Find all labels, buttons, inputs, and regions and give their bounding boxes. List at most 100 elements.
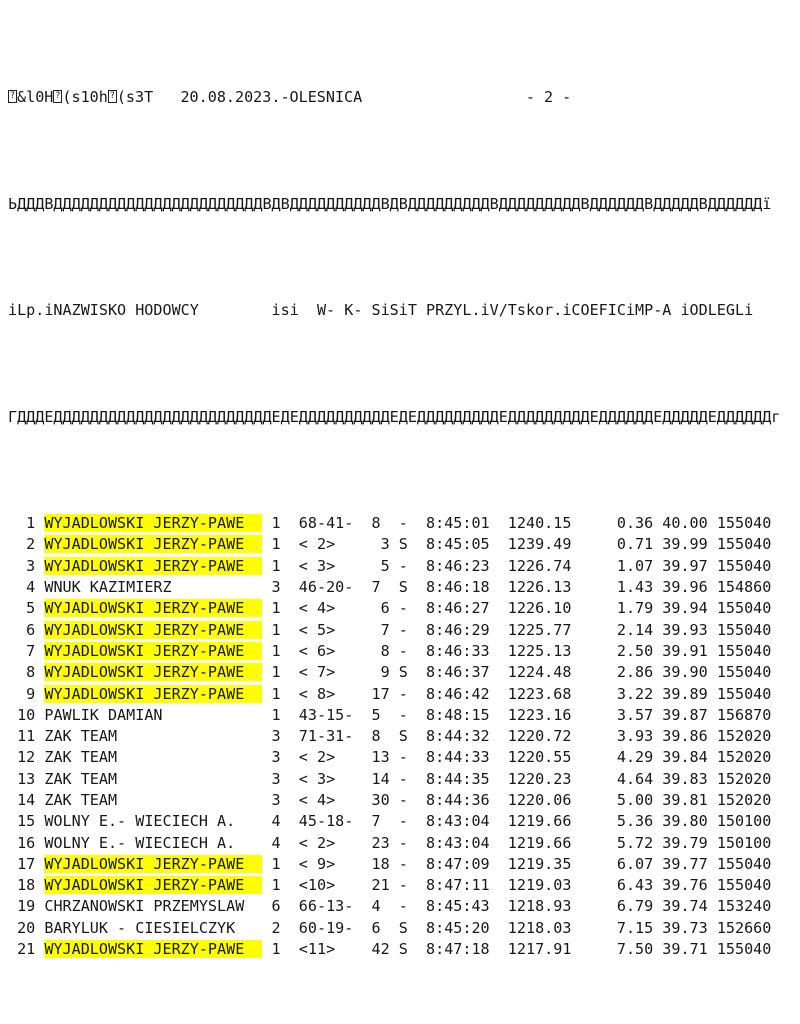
row-breeder-name: WYJADLOWSKI JERZY-PAWE <box>44 854 263 873</box>
row-rank: 20 <box>8 918 45 937</box>
row-stats: 4 45-18- 7 - 8:43:04 1219.66 5.36 39.80 … <box>262 812 772 831</box>
table-row[interactable]: 15 WOLNY E.- WIECIECH A. 4 45-18- 7 - 8:… <box>8 811 780 832</box>
table-body: 1 WYJADLOWSKI JERZY-PAWE 1 68-41- 8 - 8:… <box>8 513 780 960</box>
row-rank: 14 <box>8 790 45 809</box>
table-top-border: ЬДДДВДДДДДДДДДДДДДДДДДДДДДДДВДВДДДДДДДДД… <box>8 194 772 213</box>
row-stats: 6 66-13- 4 - 8:45:43 1218.93 6.79 39.74 … <box>262 897 772 916</box>
table-row[interactable]: 19 CHRZANOWSKI PRZEMYSLAW 6 66-13- 4 - 8… <box>8 896 780 917</box>
row-breeder-name: WOLNY E.- WIECIECH A. <box>44 812 263 831</box>
control-char-icon: ? <box>107 90 117 104</box>
row-stats: 3 < 4> 30 - 8:44:36 1220.06 5.00 39.81 1… <box>262 790 772 809</box>
table-row[interactable]: 4 WNUK KAZIMIERZ 3 46-20- 7 S 8:46:18 12… <box>8 577 780 598</box>
row-breeder-name: WYJADLOWSKI JERZY-PAWE <box>44 641 263 660</box>
row-stats: 3 46-20- 7 S 8:46:18 1226.13 1.43 39.96 … <box>262 578 772 597</box>
table-row[interactable]: 16 WOLNY E.- WIECIECH A. 4 < 2> 23 - 8:4… <box>8 833 780 854</box>
row-rank: 10 <box>8 705 45 724</box>
row-stats: 1 <11> 42 S 8:47:18 1217.91 7.50 39.71 1… <box>262 940 772 959</box>
row-breeder-name: WOLNY E.- WIECIECH A. <box>44 833 263 852</box>
row-breeder-name: ZAK TEAM <box>44 727 263 746</box>
table-header-border: ГДДДЕДДДДДДДДДДДДДДДДДДДДДДДДЕДЕДДДДДДДД… <box>8 407 781 426</box>
row-rank: 6 <box>8 620 45 639</box>
header-line: ? &l0H? (s10h? (s3T 20.08.2023.-OLESNICA - … <box>8 87 780 108</box>
row-stats: 1 < 4> 6 - 8:46:27 1226.10 1.79 39.94 15… <box>262 599 772 618</box>
row-stats: 1 < 3> 5 - 8:46:23 1226.74 1.07 39.97 15… <box>262 556 772 575</box>
row-breeder-name: WYJADLOWSKI JERZY-PAWE <box>44 663 263 682</box>
row-stats: 1 68-41- 8 - 8:45:01 1240.15 0.36 40.00 … <box>262 514 772 533</box>
row-breeder-name: WYJADLOWSKI JERZY-PAWE <box>44 556 263 575</box>
row-breeder-name: CHRZANOWSKI PRZEMYSLAW <box>44 897 263 916</box>
row-breeder-name: PAWLIK DAMIAN <box>44 705 263 724</box>
table-row[interactable]: 2 WYJADLOWSKI JERZY-PAWE 1 < 2> 3 S 8:45… <box>8 534 780 555</box>
row-breeder-name: WNUK KAZIMIERZ <box>44 578 263 597</box>
escape-prefix-2: (s10h <box>62 88 108 107</box>
row-rank: 18 <box>8 876 45 895</box>
header-gap <box>362 88 526 106</box>
table-row[interactable]: 7 WYJADLOWSKI JERZY-PAWE 1 < 6> 8 - 8:46… <box>8 641 780 662</box>
row-rank: 7 <box>8 641 45 660</box>
control-char-icon: ? <box>8 90 18 104</box>
row-stats: 1 < 9> 18 - 8:47:09 1219.35 6.07 39.77 1… <box>262 854 772 873</box>
table-row[interactable]: 14 ZAK TEAM 3 < 4> 30 - 8:44:36 1220.06 … <box>8 790 780 811</box>
row-rank: 16 <box>8 833 45 852</box>
control-char-icon: ? <box>53 90 63 104</box>
row-rank: 19 <box>8 897 45 916</box>
report-location: -OLESNICA <box>280 88 363 107</box>
row-stats: 1 <10> 21 - 8:47:11 1219.03 6.43 39.76 1… <box>262 876 772 895</box>
row-rank: 21 <box>8 940 45 959</box>
table-row[interactable]: 12 ZAK TEAM 3 < 2> 13 - 8:44:33 1220.55 … <box>8 747 780 768</box>
table-row[interactable]: 10 PAWLIK DAMIAN 1 43-15- 5 - 8:48:15 12… <box>8 705 780 726</box>
row-breeder-name: WYJADLOWSKI JERZY-PAWE <box>44 599 263 618</box>
row-rank: 17 <box>8 854 45 873</box>
row-rank: 2 <box>8 535 45 554</box>
row-breeder-name: WYJADLOWSKI JERZY-PAWE <box>44 684 263 703</box>
table-row[interactable]: 17 WYJADLOWSKI JERZY-PAWE 1 < 9> 18 - 8:… <box>8 854 780 875</box>
row-rank: 4 <box>8 578 45 597</box>
row-rank: 15 <box>8 812 45 831</box>
row-stats: 1 < 7> 9 S 8:46:37 1224.48 2.86 39.90 15… <box>262 663 772 682</box>
row-rank: 1 <box>8 514 45 533</box>
row-stats: 1 < 5> 7 - 8:46:29 1225.77 2.14 39.93 15… <box>262 620 772 639</box>
row-stats: 1 < 6> 8 - 8:46:33 1225.13 2.50 39.91 15… <box>262 641 772 660</box>
table-row[interactable]: 18 WYJADLOWSKI JERZY-PAWE 1 <10> 21 - 8:… <box>8 875 780 896</box>
row-rank: 8 <box>8 663 45 682</box>
row-breeder-name: WYJADLOWSKI JERZY-PAWE <box>44 940 263 959</box>
table-row[interactable]: 8 WYJADLOWSKI JERZY-PAWE 1 < 7> 9 S 8:46… <box>8 662 780 683</box>
table-row[interactable]: 21 WYJADLOWSKI JERZY-PAWE 1 <11> 42 S 8:… <box>8 939 780 960</box>
header-spacer <box>153 88 180 106</box>
row-breeder-name: WYJADLOWSKI JERZY-PAWE <box>44 876 263 895</box>
row-stats: 3 < 2> 13 - 8:44:33 1220.55 4.29 39.84 1… <box>262 748 772 767</box>
escape-prefix-3: (s3T <box>116 88 154 107</box>
page-number: - 2 - <box>525 88 572 107</box>
row-stats: 1 43-15- 5 - 8:48:15 1223.16 3.57 39.87 … <box>262 705 772 724</box>
text-report: ? &l0H? (s10h? (s3T 20.08.2023.-OLESNICA - … <box>8 2 780 1024</box>
row-rank: 3 <box>8 556 45 575</box>
table-row[interactable]: 3 WYJADLOWSKI JERZY-PAWE 1 < 3> 5 - 8:46… <box>8 556 780 577</box>
row-breeder-name: WYJADLOWSKI JERZY-PAWE <box>44 514 263 533</box>
row-rank: 11 <box>8 727 45 746</box>
row-breeder-name: ZAK TEAM <box>44 769 263 788</box>
row-stats: 2 60-19- 6 S 8:45:20 1218.03 7.15 39.73 … <box>262 918 772 937</box>
row-breeder-name: WYJADLOWSKI JERZY-PAWE <box>44 535 263 554</box>
row-stats: 4 < 2> 23 - 8:43:04 1219.66 5.72 39.79 1… <box>262 833 772 852</box>
table-row[interactable]: 1 WYJADLOWSKI JERZY-PAWE 1 68-41- 8 - 8:… <box>8 513 780 534</box>
row-breeder-name: ZAK TEAM <box>44 790 263 809</box>
table-row[interactable]: 13 ZAK TEAM 3 < 3> 14 - 8:44:35 1220.23 … <box>8 769 780 790</box>
row-stats: 3 < 3> 14 - 8:44:35 1220.23 4.64 39.83 1… <box>262 769 772 788</box>
row-stats: 3 71-31- 8 S 8:44:32 1220.72 3.93 39.86 … <box>262 727 772 746</box>
table-row[interactable]: 6 WYJADLOWSKI JERZY-PAWE 1 < 5> 7 - 8:46… <box>8 620 780 641</box>
table-row[interactable]: 9 WYJADLOWSKI JERZY-PAWE 1 < 8> 17 - 8:4… <box>8 684 780 705</box>
row-rank: 5 <box>8 599 45 618</box>
row-breeder-name: ZAK TEAM <box>44 748 263 767</box>
table-row[interactable]: 5 WYJADLOWSKI JERZY-PAWE 1 < 4> 6 - 8:46… <box>8 598 780 619</box>
table-row[interactable]: 20 BARYLUK - CIESIELCZYK 2 60-19- 6 S 8:… <box>8 918 780 939</box>
row-breeder-name: WYJADLOWSKI JERZY-PAWE <box>44 620 263 639</box>
report-date: 20.08.2023. <box>180 88 281 107</box>
row-breeder-name: BARYLUK - CIESIELCZYK <box>44 918 263 937</box>
column-header-row: iLp.iNAZWISKO HODOWCY isi W- K- SiSiT PR… <box>8 301 754 320</box>
row-stats: 1 < 2> 3 S 8:45:05 1239.49 0.71 39.99 15… <box>262 535 772 554</box>
row-rank: 13 <box>8 769 45 788</box>
row-rank: 12 <box>8 748 45 767</box>
row-rank: 9 <box>8 684 45 703</box>
row-stats: 1 < 8> 17 - 8:46:42 1223.68 3.22 39.89 1… <box>262 684 772 703</box>
table-row[interactable]: 11 ZAK TEAM 3 71-31- 8 S 8:44:32 1220.72… <box>8 726 780 747</box>
